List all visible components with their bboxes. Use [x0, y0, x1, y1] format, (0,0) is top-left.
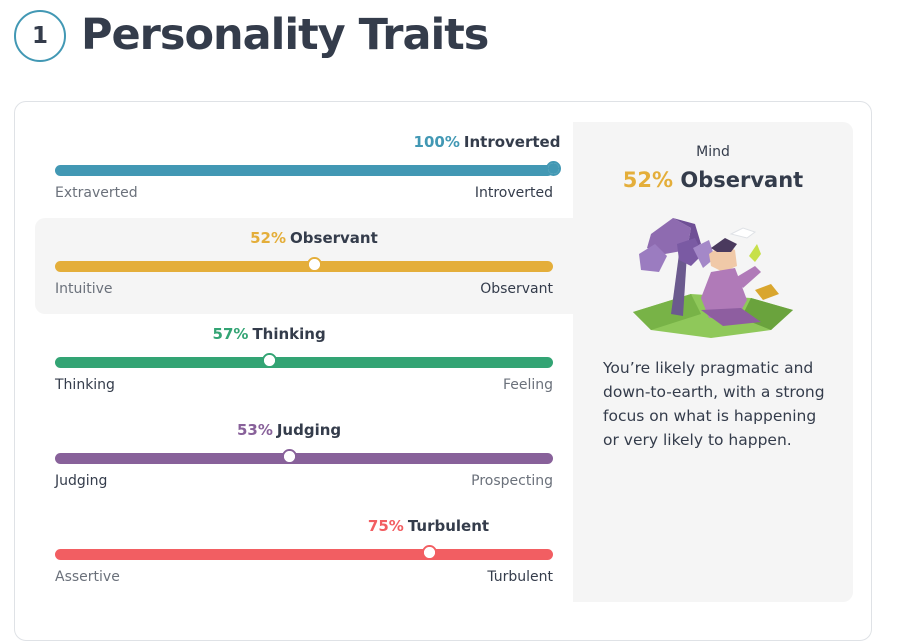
- trait-heading: 100% Introverted: [414, 133, 561, 151]
- trait-percent: 53%: [236, 421, 273, 439]
- detail-trait-name: Observant: [680, 168, 804, 192]
- trait-bar: [55, 261, 553, 272]
- trait-detail-panel: Mind 52% Observant You’re likely pragmat…: [573, 122, 853, 602]
- trait-left-label: Intuitive: [55, 281, 113, 297]
- trait-name: Turbulent: [407, 517, 490, 535]
- trait-slider-knob-fill: [264, 355, 276, 366]
- trait-name: Thinking: [252, 325, 326, 343]
- detail-result: 52% Observant: [573, 168, 853, 192]
- trait-right-label: Turbulent: [487, 569, 553, 585]
- trait-left-label: Judging: [55, 473, 108, 489]
- trait-heading: 52% Observant: [250, 229, 378, 247]
- trait-percent: 100%: [413, 133, 460, 151]
- trait-endpoints: Intuitive Observant: [55, 281, 553, 297]
- step-number-badge: 1: [14, 10, 66, 62]
- trait-slider-knob-fill: [548, 163, 559, 174]
- trait-percent: 57%: [212, 325, 249, 343]
- trait-heading: 75% Turbulent: [368, 517, 489, 535]
- page-title: Personality Traits: [81, 10, 489, 60]
- trait-right-label: Feeling: [502, 377, 553, 393]
- observant-illustration: [633, 218, 793, 338]
- trait-endpoints: Assertive Turbulent: [55, 569, 553, 585]
- trait-slider-knob[interactable]: [262, 353, 278, 368]
- trait-heading: 57% Thinking: [213, 325, 326, 343]
- trait-slider-knob-fill: [308, 259, 320, 270]
- trait-row-introverted[interactable]: 100% Introverted Extraverted Introverted: [35, 122, 593, 218]
- trait-heading: 53% Judging: [237, 421, 341, 439]
- trait-slider-knob[interactable]: [546, 161, 561, 176]
- trait-percent: 52%: [250, 229, 287, 247]
- trait-left-label: Thinking: [55, 377, 115, 393]
- trait-left-label: Extraverted: [55, 185, 138, 201]
- trait-right-label: Introverted: [474, 185, 553, 201]
- trait-right-label: Observant: [480, 281, 553, 297]
- trait-row-turbulent[interactable]: 75% Turbulent Assertive Turbulent: [35, 506, 593, 602]
- detail-description: You’re likely pragmatic and down-to-eart…: [603, 359, 825, 449]
- detail-category: Mind: [696, 144, 730, 160]
- trait-endpoints: Extraverted Introverted: [55, 185, 553, 201]
- trait-name: Introverted: [463, 133, 561, 151]
- trait-slider-knob-fill: [284, 451, 296, 462]
- step-number: 1: [31, 23, 48, 49]
- trait-slider-knob-fill: [423, 547, 435, 558]
- trait-slider-knob[interactable]: [282, 449, 298, 464]
- trait-row-observant[interactable]: 52% Observant Intuitive Observant: [35, 218, 593, 314]
- trait-row-judging[interactable]: 53% Judging Judging Prospecting: [35, 410, 593, 506]
- trait-slider-knob[interactable]: [306, 257, 322, 272]
- trait-name: Judging: [276, 421, 342, 439]
- trait-name: Observant: [290, 229, 378, 247]
- trait-bar: [55, 453, 553, 464]
- trait-right-label: Prospecting: [471, 473, 553, 489]
- trait-bar: [55, 357, 553, 368]
- trait-percent: 75%: [367, 517, 404, 535]
- trait-bar: [55, 549, 553, 560]
- trait-left-label: Assertive: [55, 569, 120, 585]
- traits-card: 100% Introverted Extraverted Introverted 52%…: [14, 101, 872, 641]
- trait-row-thinking[interactable]: 57% Thinking Thinking Feeling: [35, 314, 593, 410]
- trait-bar: [55, 165, 553, 176]
- trait-endpoints: Thinking Feeling: [55, 377, 553, 393]
- trait-endpoints: Judging Prospecting: [55, 473, 553, 489]
- trait-slider-knob[interactable]: [421, 545, 437, 560]
- detail-percent: 52%: [622, 168, 674, 192]
